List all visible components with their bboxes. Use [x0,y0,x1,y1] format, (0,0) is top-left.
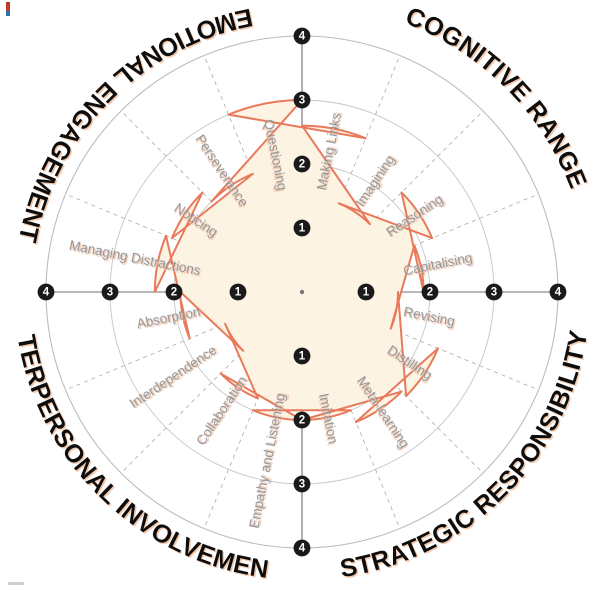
tick-label: 2 [299,415,305,427]
tick-marker: 4 [293,539,311,557]
sector-label: Interdependence [127,343,220,412]
tick-marker: 4 [293,27,311,45]
tick-marker: 4 [37,283,55,301]
group-label: COGNITIVE RANGE [402,2,592,192]
corner-color-mark-blue [6,11,10,16]
tick-marker: 3 [485,283,503,301]
tick-marker: 2 [293,411,311,429]
tick-marker: 1 [357,283,375,301]
tick-label: 2 [427,287,433,299]
tick-marker: 3 [293,475,311,493]
tick-label: 4 [299,31,306,43]
tick-label: 3 [299,479,305,491]
data-series-polygon [153,99,439,424]
tick-label: 3 [107,287,113,299]
tick-label: 1 [235,287,242,299]
tick-label: 3 [299,95,305,107]
tick-label: 4 [299,543,306,555]
tick-marker: 2 [421,283,439,301]
tick-marker: 2 [293,155,311,173]
tick-marker: 4 [549,283,567,301]
sector-label: Collaboration [193,374,250,448]
tick-label: 1 [299,351,306,363]
tick-label: 4 [43,287,50,299]
tick-marker: 1 [293,347,311,365]
tick-marker: 3 [101,283,119,301]
tick-marker: 1 [293,219,311,237]
sector-label: Imagining [353,152,398,209]
tick-label: 4 [555,287,562,299]
bottom-edge-mark [8,582,24,585]
tick-label: 1 [363,287,370,299]
corner-color-mark-red [6,2,10,11]
tick-marker: 1 [229,283,247,301]
tick-label: 1 [299,223,306,235]
tick-marker: 2 [165,283,183,301]
tick-markers: 1 1 1 1 2 2 2 2 3 3 3 3 4 4 4 4 [37,27,567,557]
tick-marker: 3 [293,91,311,109]
tick-label: 3 [491,287,497,299]
tick-label: 2 [171,287,177,299]
sector-label: Absorption [135,304,201,331]
tick-label: 2 [299,159,305,171]
